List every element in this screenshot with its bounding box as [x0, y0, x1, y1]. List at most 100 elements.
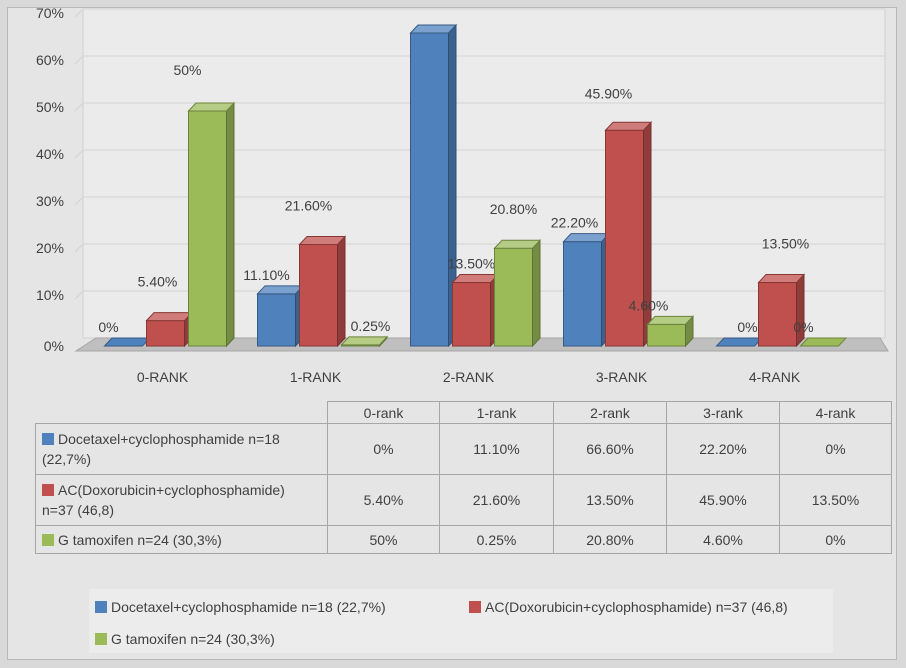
data-label: 22.20% [551, 215, 598, 231]
table-cell: 20.80% [553, 525, 667, 554]
legend-swatch-icon [95, 601, 107, 613]
chart-plot: 0% 10% 20% 30% 40% 50% 60% 70% 0% 5.40% 50% 0-RANK 1… [36, 8, 889, 385]
bar-top [409, 24, 458, 34]
table-header-cell: 3-rank [666, 401, 780, 424]
data-label: 13.50% [448, 256, 495, 272]
bar-top [562, 233, 611, 243]
legend-item: AC(Doxorubicin+cyclophosphamide) n=37 (4… [469, 599, 788, 615]
table-cell: 11.10% [439, 423, 554, 475]
category-label: 4-RANK [749, 369, 801, 385]
y-tick-label: 20% [36, 240, 64, 256]
table-row: Docetaxel+cyclophosphamide n=18 (22,7%) 0%… [35, 423, 892, 475]
bar-side [796, 273, 805, 348]
y-tick-label: 70% [36, 8, 64, 21]
y-tick-label: 0% [44, 338, 64, 354]
table-cell: 0% [779, 423, 892, 475]
series-swatch-icon [42, 484, 54, 496]
legend-item: G tamoxifen n=24 (30,3%) [95, 631, 275, 647]
table-cell: 13.50% [553, 474, 667, 526]
bar-top [493, 239, 542, 249]
bar-front [257, 293, 296, 347]
table-cell: 45.90% [666, 474, 780, 526]
table-series-name: G tamoxifen n=24 (30,3%) [35, 525, 328, 554]
bar-zero [715, 337, 764, 347]
bar-top [757, 274, 806, 284]
data-label: 4.60% [629, 297, 669, 313]
table-header-cell: 4-rank [779, 401, 892, 424]
data-label: 0% [793, 319, 813, 335]
bar-front [647, 323, 686, 347]
table-header-cell: 1-rank [439, 401, 554, 424]
series-name-text: Docetaxel+cyclophosphamide n=18 [58, 431, 280, 447]
series-name-text: AC(Doxorubicin+cyclophosphamide) [58, 482, 285, 498]
data-label: 0% [737, 319, 757, 335]
category-label: 1-RANK [290, 369, 342, 385]
category-label: 3-RANK [596, 369, 648, 385]
legend-swatch-icon [469, 601, 481, 613]
data-label: 5.40% [138, 274, 178, 290]
table-row: G tamoxifen n=24 (30,3%) 50% 0.25% 20.80% 4.… [35, 525, 892, 554]
bar-front [299, 243, 338, 347]
series-swatch-icon [42, 433, 54, 445]
table-cell: 0.25% [439, 525, 554, 554]
bar-side [337, 235, 346, 348]
table-cell: 0% [327, 423, 440, 475]
bar-front [494, 247, 533, 347]
table-cell: 21.60% [439, 474, 554, 526]
bar-side [532, 238, 541, 348]
bar-top [604, 121, 653, 131]
bar-top [340, 336, 389, 346]
data-label: 11.10% [243, 267, 289, 283]
chart-frame: 0% 10% 20% 30% 40% 50% 60% 70% 0% 5.40% 50% 0-RANK 1… [7, 7, 897, 660]
table-cell: 50% [327, 525, 440, 554]
series-swatch-icon [42, 533, 54, 546]
table-cell: 13.50% [779, 474, 892, 526]
bar-front [410, 32, 449, 347]
y-tick-label: 40% [36, 146, 64, 162]
data-label: 21.60% [285, 197, 332, 213]
table-corner [35, 401, 328, 424]
bar-zero [103, 337, 152, 347]
chart-legend: Docetaxel+cyclophosphamide n=18 (22,7%) A… [89, 589, 833, 653]
series-name-text: G tamoxifen n=24 (30,3%) [58, 531, 222, 548]
bar-top [298, 235, 347, 245]
table-header-cell: 0-rank [327, 401, 440, 424]
bar-top [451, 274, 500, 284]
gridline [74, 102, 885, 112]
bar-side [226, 101, 235, 348]
legend-item: Docetaxel+cyclophosphamide n=18 (22,7%) [95, 599, 386, 615]
data-label: 20.80% [490, 201, 537, 217]
data-label: 13.50% [762, 236, 809, 252]
table-series-name: Docetaxel+cyclophosphamide n=18 (22,7%) [35, 423, 328, 475]
table-header-row: 0-rank 1-rank 2-rank 3-rank 4-rank [35, 401, 892, 424]
y-tick-label: 60% [36, 52, 64, 68]
data-label: 50% [173, 62, 201, 78]
category-label: 0-RANK [137, 369, 189, 385]
bar-front [146, 320, 185, 347]
series-name-text: (22,7%) [42, 451, 92, 467]
bar-top [646, 315, 695, 325]
table-header-cell: 2-rank [553, 401, 667, 424]
y-tick-label: 50% [36, 99, 64, 115]
data-label: 45.90% [585, 85, 632, 101]
gridline [74, 8, 885, 18]
series-name-text: n=37 (46,8) [42, 502, 114, 518]
bar-front [758, 282, 797, 347]
legend-swatch-icon [95, 633, 107, 645]
gridline [74, 55, 885, 65]
bar-front [188, 110, 227, 347]
bar-front [452, 282, 491, 347]
table-cell: 0% [779, 525, 892, 554]
table-cell: 22.20% [666, 423, 780, 475]
bar-front [563, 241, 602, 347]
data-label: 0% [98, 319, 118, 335]
bar-zero [799, 337, 848, 347]
table-cell: 5.40% [327, 474, 440, 526]
y-tick-label: 30% [36, 193, 64, 209]
y-tick-label: 10% [36, 287, 64, 303]
data-label: 0.25% [351, 318, 391, 334]
bar-top [145, 312, 194, 322]
bar-front [605, 129, 644, 347]
table-cell: 4.60% [666, 525, 780, 554]
data-table: 0-rank 1-rank 2-rank 3-rank 4-rank Docetaxel+… [35, 401, 892, 554]
